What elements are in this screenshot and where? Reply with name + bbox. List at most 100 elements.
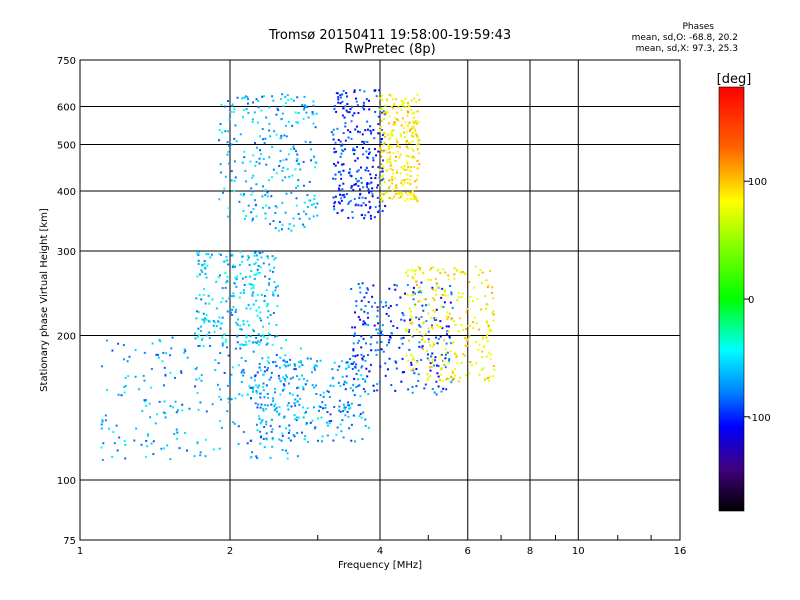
data-point (272, 168, 275, 171)
data-point (250, 211, 253, 214)
data-point (297, 213, 300, 216)
data-point (164, 352, 167, 355)
data-point (240, 343, 243, 346)
data-point (244, 276, 247, 279)
data-point (302, 117, 305, 120)
data-point (410, 321, 413, 324)
data-point (262, 334, 265, 337)
data-point (295, 197, 298, 200)
data-point (375, 154, 378, 157)
data-point (297, 179, 300, 182)
data-point (194, 368, 197, 371)
data-point (348, 427, 351, 430)
data-point (264, 194, 267, 197)
data-point (457, 291, 460, 294)
data-point (332, 128, 335, 131)
data-point (373, 301, 376, 304)
data-point (242, 430, 245, 433)
data-point (447, 361, 450, 364)
data-point (388, 179, 391, 182)
data-point (343, 196, 346, 199)
data-point (209, 344, 212, 347)
data-point (256, 121, 259, 124)
data-point (359, 166, 362, 169)
data-point (338, 399, 341, 402)
data-point (273, 130, 276, 133)
data-point (183, 351, 186, 354)
data-point (333, 405, 336, 408)
data-point (353, 112, 356, 115)
data-point (350, 362, 353, 365)
data-point (353, 326, 356, 329)
data-point (249, 160, 252, 163)
data-point (173, 432, 176, 435)
data-point (353, 91, 356, 94)
data-point (259, 442, 262, 445)
data-point (256, 371, 259, 374)
data-point (145, 404, 148, 407)
data-point (255, 183, 258, 186)
data-point (420, 338, 423, 341)
data-point (208, 302, 211, 305)
data-point (444, 348, 447, 351)
data-point (247, 256, 250, 259)
data-point (219, 123, 222, 126)
data-point (349, 108, 352, 111)
data-point (169, 354, 172, 357)
data-point (284, 354, 287, 357)
data-point (282, 359, 285, 362)
data-point (353, 394, 356, 397)
data-point (201, 271, 204, 274)
data-point (409, 321, 412, 324)
data-point (365, 150, 368, 153)
data-point (423, 298, 426, 301)
data-point (256, 386, 259, 389)
data-point (262, 158, 265, 161)
data-point (259, 396, 262, 399)
data-point (380, 179, 383, 182)
data-point (116, 449, 119, 452)
data-point (274, 403, 277, 406)
data-point (381, 99, 384, 102)
data-point (228, 378, 231, 381)
data-point (241, 394, 244, 397)
data-point (438, 379, 441, 382)
data-point (467, 324, 470, 327)
data-point (288, 223, 291, 226)
data-point (383, 180, 386, 183)
data-point (399, 153, 402, 156)
data-point (211, 298, 214, 301)
data-point (369, 205, 372, 208)
data-point (257, 265, 260, 268)
data-point (416, 283, 419, 286)
data-point (430, 355, 433, 358)
data-point (368, 148, 371, 151)
data-point (252, 350, 255, 353)
data-point (457, 296, 460, 299)
data-point (221, 336, 224, 339)
data-point (354, 366, 357, 369)
data-point (195, 366, 198, 369)
data-point (314, 126, 317, 129)
data-point (442, 387, 445, 390)
data-point (264, 275, 267, 278)
data-point (258, 271, 261, 274)
data-point (239, 324, 242, 327)
data-point (252, 330, 255, 333)
data-point (393, 104, 396, 107)
data-point (278, 164, 281, 167)
data-point (391, 182, 394, 185)
data-point (360, 204, 363, 207)
data-point (357, 184, 360, 187)
data-point (415, 101, 418, 104)
data-point (113, 442, 116, 445)
data-point (380, 197, 383, 200)
data-point (261, 419, 264, 422)
data-point (369, 129, 372, 132)
data-point (340, 152, 343, 155)
data-point (239, 272, 242, 275)
data-point (410, 322, 413, 325)
data-point (440, 390, 443, 393)
data-point (407, 359, 410, 362)
data-point (361, 140, 364, 143)
